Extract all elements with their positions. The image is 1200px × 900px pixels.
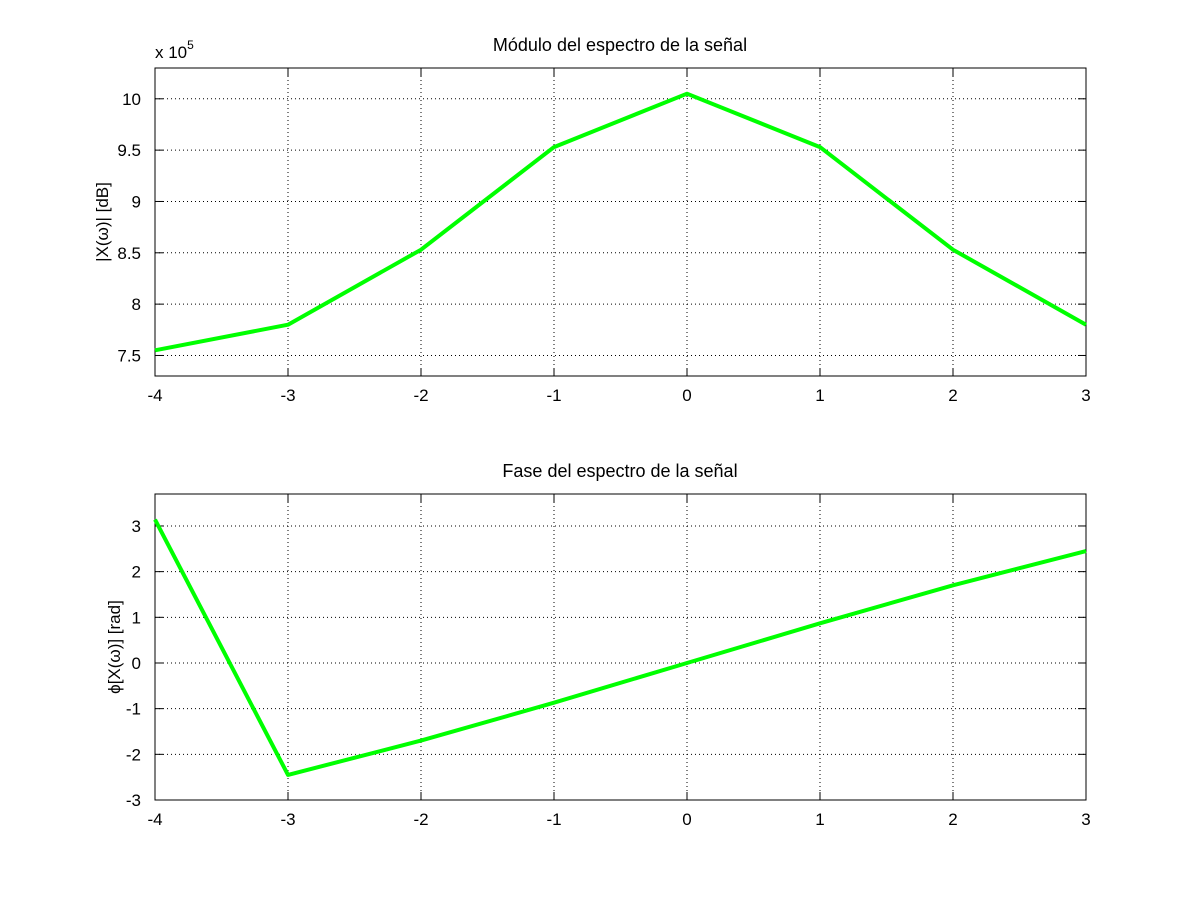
phase-xtick-label: 0 xyxy=(682,810,691,829)
module-xtick-label: 2 xyxy=(948,386,957,405)
module-xtick-label: 1 xyxy=(815,386,824,405)
phase-xtick-label: -1 xyxy=(546,810,561,829)
module-ytick-label: 9 xyxy=(132,192,141,211)
phase-xtick-label: -3 xyxy=(280,810,295,829)
phase-xtick-label: 2 xyxy=(948,810,957,829)
phase-xtick-label: -4 xyxy=(147,810,162,829)
phase-ytick-label: -3 xyxy=(126,791,141,810)
phase-ylabel: ϕ[X(ω)] [rad] xyxy=(105,600,124,694)
phase-ytick-label: 3 xyxy=(132,517,141,536)
module-xtick-label: -3 xyxy=(280,386,295,405)
module-ytick-label: 9.5 xyxy=(117,141,141,160)
phase-xtick-label: -2 xyxy=(413,810,428,829)
module-ytick-label: 8.5 xyxy=(117,244,141,263)
module-ticks: -4 -3 -2 -1 0 1 2 3 7.5 8 8.5 9 9.5 10 xyxy=(117,68,1091,405)
module-multiplier-exponent: 5 xyxy=(187,38,194,52)
module-xtick-label: -1 xyxy=(546,386,561,405)
phase-grid xyxy=(155,494,1086,800)
phase-plot: -4 -3 -2 -1 0 1 2 3 -3 -2 -1 0 1 2 3 Fase del espectro… xyxy=(105,461,1091,829)
module-ylabel: |X(ω)| [dB] xyxy=(93,182,112,262)
module-multiplier-base: x 10 xyxy=(155,43,187,62)
module-title: Módulo del espectro de la señal xyxy=(493,35,747,55)
module-axes-box xyxy=(154,67,1087,377)
phase-series-line xyxy=(153,518,1087,777)
module-ytick-label: 8 xyxy=(132,295,141,314)
phase-ytick-label: -1 xyxy=(126,700,141,719)
module-xtick-label: -2 xyxy=(413,386,428,405)
module-xtick-label: 3 xyxy=(1081,386,1090,405)
phase-ytick-label: 1 xyxy=(132,608,141,627)
module-ytick-label: 7.5 xyxy=(117,346,141,365)
phase-ytick-label: 0 xyxy=(132,654,141,673)
phase-axes-box xyxy=(154,493,1087,801)
phase-ytick-label: 2 xyxy=(132,563,141,582)
phase-ticks: -4 -3 -2 -1 0 1 2 3 -3 -2 -1 0 1 2 3 xyxy=(126,494,1091,829)
module-ytick-label: 10 xyxy=(122,90,141,109)
module-plot: -4 -3 -2 -1 0 1 2 3 7.5 8 8.5 9 9.5 10 Módulo del esp… xyxy=(93,35,1091,405)
phase-ytick-label: -2 xyxy=(126,745,141,764)
phase-title: Fase del espectro de la señal xyxy=(502,461,737,481)
module-series-line xyxy=(154,91,1087,353)
module-exponent-multiplier: x 105 xyxy=(155,38,194,62)
phase-xtick-label: 3 xyxy=(1081,810,1090,829)
module-xtick-label: 0 xyxy=(682,386,691,405)
phase-xtick-label: 1 xyxy=(815,810,824,829)
module-xtick-label: -4 xyxy=(147,386,162,405)
